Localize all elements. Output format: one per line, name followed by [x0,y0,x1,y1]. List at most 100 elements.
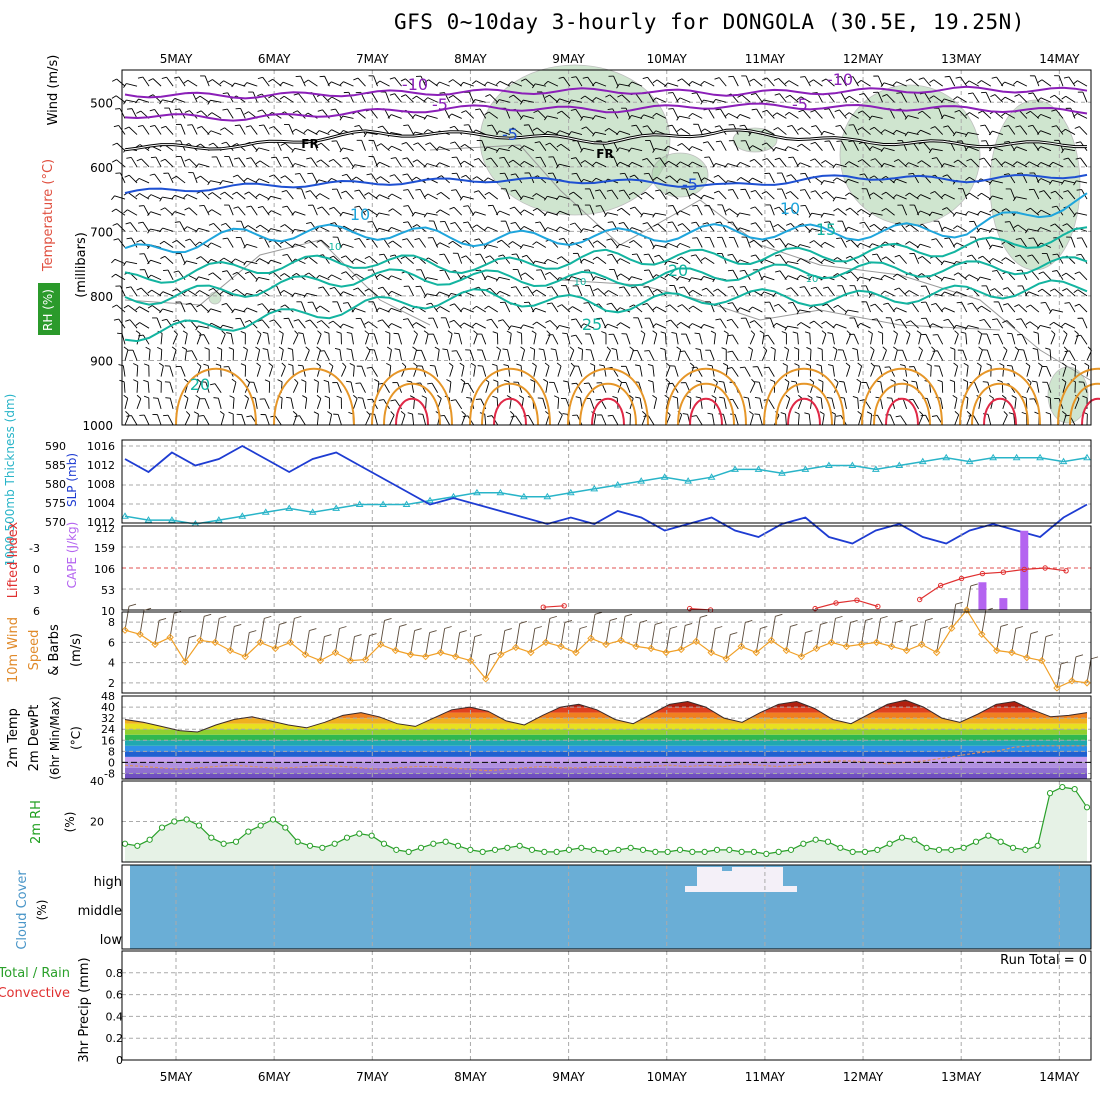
wind-speed-marker [1053,684,1061,692]
wind-barb [695,254,703,264]
wind-barb-flag [451,350,457,352]
wind-barb-flag [880,226,885,231]
wind-barb [820,397,823,409]
wind-barb [840,125,847,135]
wind-barb-flag [532,321,538,326]
wind-barb [985,92,992,103]
wind-barb-flag [229,395,235,399]
panel-frame [121,439,1092,524]
wind-barb [180,124,186,135]
wind-barb-flag [207,112,213,116]
wind-barb [779,93,787,103]
wind-barb [1040,178,1052,184]
wind-barb-flag [847,76,854,78]
wind-barb-flag [495,291,501,296]
thickness-marker [825,461,833,468]
wind-barb [198,163,210,168]
rh-point [689,848,696,855]
wind-barb [739,114,751,119]
wind-barb-flag [473,158,479,161]
wind-barb-flag [553,395,559,399]
wind-barb [273,271,282,281]
wind-barb-flag [787,125,793,128]
wind-barb-flag [473,330,478,335]
wind-barb-flag [483,177,489,182]
wind-barb [351,333,354,345]
wind-barb-flag [1063,157,1069,160]
wind-barb [342,211,354,216]
wind-barb-flag [641,411,647,416]
wind-barb-flag [207,242,212,247]
slp-tick: 1008 [87,478,115,491]
wind-barb-flag [1037,242,1042,247]
wind-barb-flag [255,224,261,229]
wind-barb [837,208,847,216]
wind-barb [264,398,270,410]
thickness-marker [684,477,693,484]
wind-barb-flag [346,380,352,383]
wind-barb [589,398,595,410]
wind-barb [261,303,270,313]
wind-barb [284,224,294,232]
wind-barb [918,349,923,361]
wind-barb-flag [317,206,323,210]
wind-barb [969,112,980,119]
wind-barb-flag [652,394,657,399]
wind-barb-flag [399,624,407,627]
wind-barb-flag [784,346,789,351]
wind-barb-flag [147,305,153,309]
wind-barb [491,318,499,329]
wind-barb [463,275,474,281]
wind-barb-flag [931,415,938,417]
wind-barb-flag [832,196,837,202]
wind-barb-flag [471,99,476,104]
wind-barb-flag [904,290,910,294]
wind-barb [124,606,130,631]
wind-barb-flag [1006,365,1013,367]
wind-barb-flag [564,619,573,623]
wind-barb [246,260,258,265]
wind-barb [597,240,607,248]
wind-barb [623,286,631,297]
wind-barb [212,272,222,281]
wind-barb [943,260,955,265]
wind-barb-flag [324,331,330,334]
wind-barb [1014,349,1020,361]
date-label: 7MAY [356,52,389,66]
wind-barb [138,98,150,103]
wind-barb [115,95,126,103]
wind-barb [828,221,835,232]
wind-barb [284,142,294,152]
wind-barb-flag [412,224,418,228]
wind-barb-flag [508,241,513,245]
wind-barb-flag [149,109,155,112]
wind-barb-flag [762,346,768,351]
wind-barb-flag [280,142,286,146]
wind-barb [160,349,163,361]
wind-barb-flag [544,362,550,367]
wind-barb [768,366,775,377]
wind-barb-flag [532,127,538,131]
wind-barb [1076,180,1088,184]
wind-barb-flag [667,221,673,224]
thickness-marker [1083,453,1091,461]
wind-barb-flag [147,289,152,294]
wind-barb-flag [593,288,599,292]
wind-barb [588,382,595,393]
wind-barb [169,613,175,638]
wind-barb [439,81,450,87]
wind-barb-flag [580,160,586,164]
wind-barb-flag [436,191,442,196]
wind-barb [536,321,547,329]
wind-barb [996,318,1004,329]
wind-barb [777,127,787,135]
wind-barb-flag [773,77,779,81]
wind-barb [142,76,150,87]
wind-barb-flag [880,290,886,295]
wind-barb-flag [213,397,219,399]
wind-barb-flag [785,191,791,195]
wind-barb [739,212,751,216]
wind-barb-flag [570,334,576,337]
wind-barb-flag [364,330,369,335]
wind-barb [625,382,631,393]
